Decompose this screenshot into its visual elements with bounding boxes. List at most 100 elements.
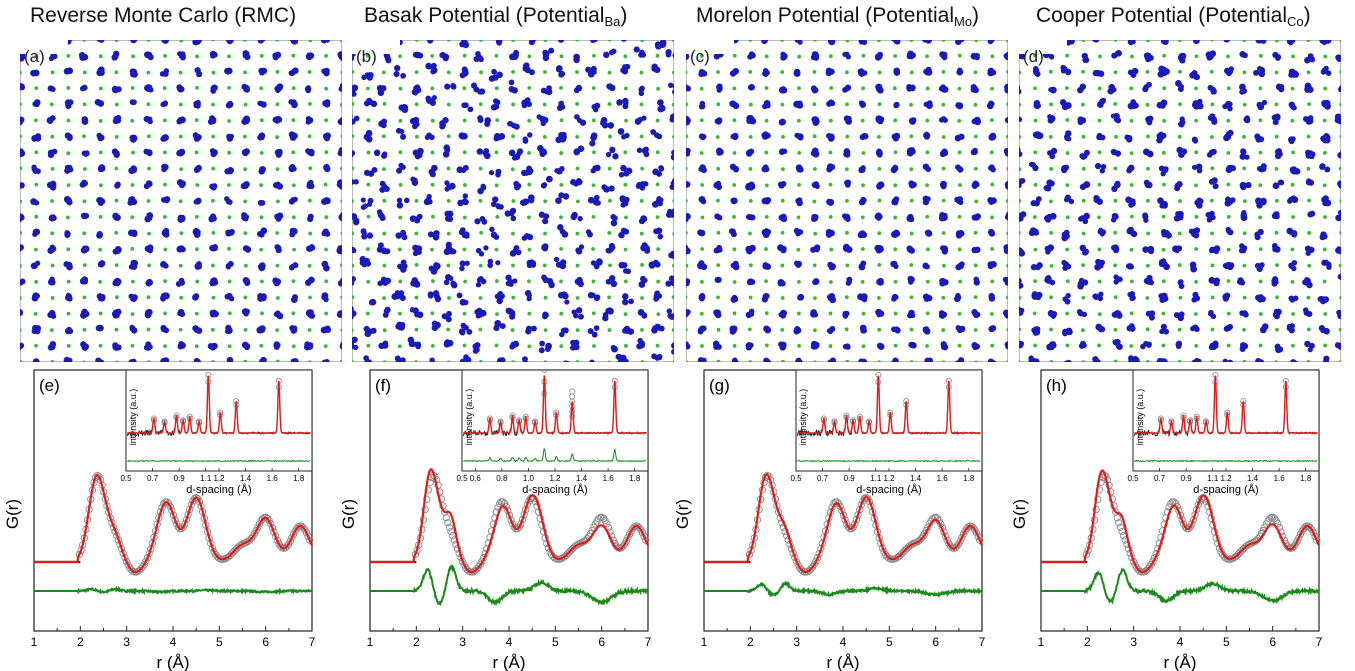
inset-tick-label: 0.9: [1181, 474, 1193, 483]
structure-panel-a: (a): [20, 40, 342, 362]
x-tick-label: 3: [123, 635, 130, 649]
difference-curve: [1041, 567, 1320, 606]
inset-tick-label: 1.2: [549, 474, 561, 483]
inset-tick-label: 1.8: [963, 474, 975, 483]
x-tick-label: 5: [216, 635, 223, 649]
x-tick-label: 1: [1038, 635, 1045, 649]
data-points: [75, 471, 314, 576]
y-axis-label: G(r): [340, 499, 358, 529]
difference-curve: [704, 580, 983, 598]
inset-difference: [463, 448, 647, 463]
x-tick-label: 6: [1269, 635, 1276, 649]
gr-chart-f: 1 2 3 4 5 6 7 r (Å) G(r) (f) 0.5 0.6 0.8 1.0 1.2 1.4 1.6…: [340, 369, 652, 671]
difference-curve: [34, 585, 313, 596]
x-tick-label: 6: [262, 635, 269, 649]
fit-curve: [34, 474, 313, 574]
inset-x-label: d-spacing (Å): [186, 483, 251, 496]
atoms: [686, 40, 1008, 362]
x-tick-label: 3: [1130, 635, 1137, 649]
inset-tick-label: 1.1: [870, 474, 882, 483]
title-basak: Basak Potential (PotentialBa): [364, 4, 628, 29]
x-tick-label: 7: [309, 635, 316, 649]
x-tick-label: 7: [645, 635, 652, 649]
inset-tick-label: 1.2: [883, 474, 895, 483]
inset-x-label: d-spacing (Å): [522, 483, 587, 496]
fit-curve: [704, 473, 983, 574]
inset-tick-label: 1.6: [267, 474, 279, 483]
inset-y-label: intensity (a.u.): [798, 389, 808, 446]
x-tick-label: 5: [552, 635, 559, 649]
inset-tick-label: 1.2: [1220, 474, 1232, 483]
panel-label: (a): [24, 47, 45, 66]
inset-fit: [463, 375, 647, 434]
panel-label: (b): [356, 47, 377, 66]
x-tick-label: 2: [77, 635, 84, 649]
y-axis-label: G(r): [4, 499, 22, 529]
inset-fit: [1134, 375, 1318, 434]
inset-tick-label: 0.5: [456, 474, 468, 483]
inset-tick-label: 0.6: [470, 474, 482, 483]
inset-tick-label: 1.8: [629, 474, 641, 483]
inset-x-label: d-spacing (Å): [856, 483, 921, 496]
inset-x-label: d-spacing (Å): [1193, 483, 1258, 496]
x-tick-label: 7: [979, 635, 986, 649]
x-axis-label: r (Å): [1163, 653, 1196, 671]
inset-fit: [797, 375, 981, 434]
inset-tick-label: 1.8: [293, 474, 305, 483]
atoms: [352, 40, 674, 362]
x-tick-label: 4: [506, 635, 513, 649]
gr-chart-e: 1 2 3 4 5 6 7 r (Å) G(r) (e) 0.5 0.7 0.9 1.1 1.2 1.4 1.6…: [4, 369, 316, 671]
inset-tick-label: 0.7: [147, 474, 159, 483]
x-tick-label: 3: [793, 635, 800, 649]
inset-tick-label: 1.4: [240, 474, 252, 483]
x-axis-label: r (Å): [492, 653, 525, 671]
inset-tick-label: 1.0: [523, 474, 535, 483]
x-tick-label: 2: [747, 635, 754, 649]
inset-tick-label: 1.4: [910, 474, 922, 483]
x-tick-label: 4: [840, 635, 847, 649]
title-morelon: Morelon Potential (PotentialMo): [696, 4, 980, 29]
gr-chart-h: 1 2 3 4 5 6 7 r (Å) G(r) (h) 0.5 0.7 0.9 1.1 1.2 1.4 1.6…: [1011, 369, 1323, 671]
x-tick-label: 7: [1316, 635, 1323, 649]
y-axis-label: G(r): [674, 499, 692, 529]
fit-curve: [370, 468, 649, 574]
inset-tick-label: 0.5: [1127, 474, 1139, 483]
inset-difference: [127, 459, 311, 463]
panel-label: (e): [39, 376, 60, 395]
x-tick-label: 6: [598, 635, 605, 649]
inset-tick-label: 0.5: [120, 474, 132, 483]
panel-label: (f): [375, 376, 391, 395]
atoms: [1019, 40, 1341, 362]
x-tick-label: 4: [170, 635, 177, 649]
x-tick-label: 1: [701, 635, 708, 649]
inset-y-label: intensity (a.u.): [1135, 389, 1145, 446]
panel-label: (d): [1023, 47, 1044, 66]
gr-chart-g: 1 2 3 4 5 6 7 r (Å) G(r) (g) 0.5 0.7 0.9 1.1 1.2 1.4 1.6…: [674, 369, 986, 671]
title-cooper: Cooper Potential (PotentialCo): [1036, 4, 1311, 29]
inset-tick-label: 1.1: [200, 474, 212, 483]
inset-tick-label: 0.9: [844, 474, 856, 483]
x-axis-label: r (Å): [826, 653, 859, 671]
inset-y-label: intensity (a.u.): [128, 389, 138, 446]
y-axis-label: G(r): [1011, 499, 1029, 529]
structure-panel-b: (b): [352, 40, 674, 362]
panel-label: (h): [1046, 376, 1067, 395]
structure-panel-c: (c): [686, 40, 1008, 362]
x-tick-label: 2: [413, 635, 420, 649]
inset-tick-label: 1.2: [213, 474, 225, 483]
x-tick-label: 4: [1177, 635, 1184, 649]
inset-tick-label: 1.8: [1300, 474, 1312, 483]
inset-tick-label: 0.7: [1154, 474, 1166, 483]
inset-tick-label: 0.7: [817, 474, 829, 483]
x-tick-label: 3: [459, 635, 466, 649]
x-tick-label: 1: [31, 635, 38, 649]
inset-tick-label: 0.9: [174, 474, 186, 483]
atoms: [20, 40, 342, 362]
title-rmc: Reverse Monte Carlo (RMC): [30, 4, 297, 27]
inset-y-label: intensity (a.u.): [464, 389, 474, 446]
inset-tick-label: 1.4: [1247, 474, 1259, 483]
structure-panel-d: (d): [1019, 40, 1341, 362]
inset-tick-label: 0.8: [496, 474, 508, 483]
inset-tick-label: 1.1: [1207, 474, 1219, 483]
inset-difference: [1133, 459, 1318, 463]
